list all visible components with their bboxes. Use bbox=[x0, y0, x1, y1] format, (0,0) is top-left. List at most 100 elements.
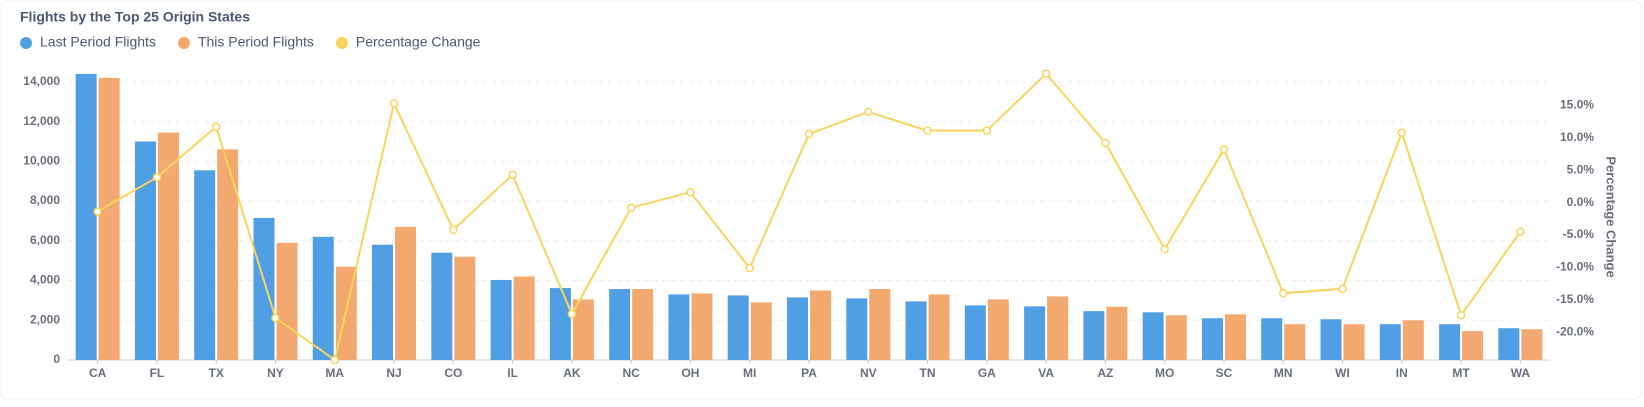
y2-tick-label: 10.0% bbox=[1560, 130, 1594, 144]
x-tick-label: IN bbox=[1396, 366, 1408, 380]
y-tick-label: 6,000 bbox=[30, 233, 60, 247]
bar bbox=[668, 294, 690, 360]
y-tick-label: 12,000 bbox=[23, 114, 60, 128]
line-point bbox=[567, 309, 577, 319]
y2-tick-label: 5.0% bbox=[1567, 162, 1595, 176]
y-tick-label: 10,000 bbox=[23, 154, 60, 168]
x-tick-label: MT bbox=[1452, 366, 1470, 380]
legend-label: This Period Flights bbox=[198, 34, 314, 50]
x-tick-label: OH bbox=[681, 366, 699, 380]
bar bbox=[98, 77, 120, 360]
line-point bbox=[1041, 69, 1051, 78]
line-point bbox=[1397, 128, 1407, 137]
y2-tick-label: 15.0% bbox=[1560, 98, 1594, 112]
line-point bbox=[1278, 289, 1288, 298]
x-tick-label: SC bbox=[1216, 366, 1233, 380]
x-tick-label: WI bbox=[1335, 366, 1350, 380]
bar bbox=[134, 141, 156, 360]
line-point bbox=[923, 126, 932, 135]
bar bbox=[513, 276, 535, 360]
line-point bbox=[271, 313, 280, 323]
line-point bbox=[626, 203, 636, 213]
bar bbox=[75, 73, 97, 361]
x-tick-label: TX bbox=[209, 366, 224, 380]
legend-swatch bbox=[335, 37, 348, 49]
bar bbox=[1462, 331, 1484, 360]
bar bbox=[691, 293, 713, 360]
y2-tick-label: -10.0% bbox=[1556, 260, 1594, 274]
x-tick-label: AK bbox=[563, 366, 581, 380]
bar bbox=[1402, 320, 1424, 360]
bar bbox=[253, 217, 275, 360]
x-tick-label: PA bbox=[801, 366, 817, 380]
x-tick-label: IL bbox=[507, 366, 518, 380]
bar bbox=[549, 288, 571, 360]
x-tick-label: GA bbox=[978, 366, 996, 380]
line-point bbox=[1160, 244, 1169, 254]
bar bbox=[1224, 314, 1246, 360]
bar bbox=[869, 289, 891, 360]
x-tick-label: NV bbox=[860, 366, 877, 380]
line-point bbox=[1219, 145, 1229, 154]
bar bbox=[572, 299, 594, 360]
line-point bbox=[1456, 311, 1466, 320]
line-point bbox=[982, 126, 992, 135]
bar bbox=[750, 302, 772, 360]
line-point bbox=[864, 107, 873, 117]
x-tick-label: TN bbox=[920, 366, 936, 380]
bar bbox=[1343, 324, 1365, 360]
x-tick-label: NY bbox=[267, 366, 284, 380]
bar bbox=[490, 279, 512, 360]
line-point bbox=[389, 99, 399, 108]
line-point bbox=[330, 355, 340, 365]
bar bbox=[276, 242, 298, 360]
bar bbox=[1047, 296, 1069, 360]
bar bbox=[964, 305, 986, 360]
bar bbox=[1498, 328, 1520, 360]
x-tick-label: WA bbox=[1511, 366, 1531, 380]
bar bbox=[1261, 318, 1283, 360]
bar bbox=[846, 298, 868, 360]
bar bbox=[1379, 324, 1401, 360]
bar bbox=[810, 290, 831, 360]
legend-swatch bbox=[177, 37, 190, 49]
x-tick-label: FL bbox=[150, 366, 165, 380]
legend-label: Last Period Flights bbox=[40, 34, 156, 50]
bar bbox=[157, 132, 179, 360]
x-tick-label: MO bbox=[1155, 366, 1174, 380]
bar bbox=[372, 244, 394, 360]
y2-axis-title: Percentage Change bbox=[1604, 156, 1619, 277]
x-tick-label: NJ bbox=[386, 366, 401, 380]
line-point bbox=[1516, 227, 1525, 236]
bar bbox=[1284, 324, 1306, 360]
bar bbox=[454, 256, 476, 360]
x-tick-label: CA bbox=[89, 366, 107, 380]
y2-tick-label: -5.0% bbox=[1563, 227, 1595, 241]
y-tick-label: 2,000 bbox=[30, 312, 60, 326]
line-point bbox=[804, 129, 814, 139]
line-point bbox=[1101, 138, 1110, 148]
bar bbox=[312, 236, 334, 360]
y-tick-label: 14,000 bbox=[23, 74, 60, 88]
bar bbox=[787, 297, 808, 360]
y-tick-label: 4,000 bbox=[30, 273, 60, 287]
x-tick-label: NC bbox=[622, 366, 640, 380]
bar bbox=[1106, 306, 1128, 360]
x-tick-label: CO bbox=[444, 366, 462, 380]
y2-tick-label: -15.0% bbox=[1556, 292, 1594, 306]
bar bbox=[1201, 318, 1223, 360]
bar bbox=[395, 226, 417, 360]
x-tick-label: AZ bbox=[1097, 366, 1113, 380]
y-tick-label: 8,000 bbox=[30, 193, 60, 207]
x-tick-label: MI bbox=[743, 366, 756, 380]
bar bbox=[1024, 306, 1046, 360]
bar bbox=[1320, 319, 1342, 360]
line-point bbox=[508, 170, 517, 179]
bar bbox=[727, 295, 749, 360]
y2-tick-label: 0.0% bbox=[1567, 195, 1595, 209]
x-tick-label: MN bbox=[1274, 366, 1293, 380]
bar bbox=[1083, 311, 1105, 360]
bar bbox=[194, 170, 216, 360]
y2-tick-label: -20.0% bbox=[1556, 324, 1594, 338]
